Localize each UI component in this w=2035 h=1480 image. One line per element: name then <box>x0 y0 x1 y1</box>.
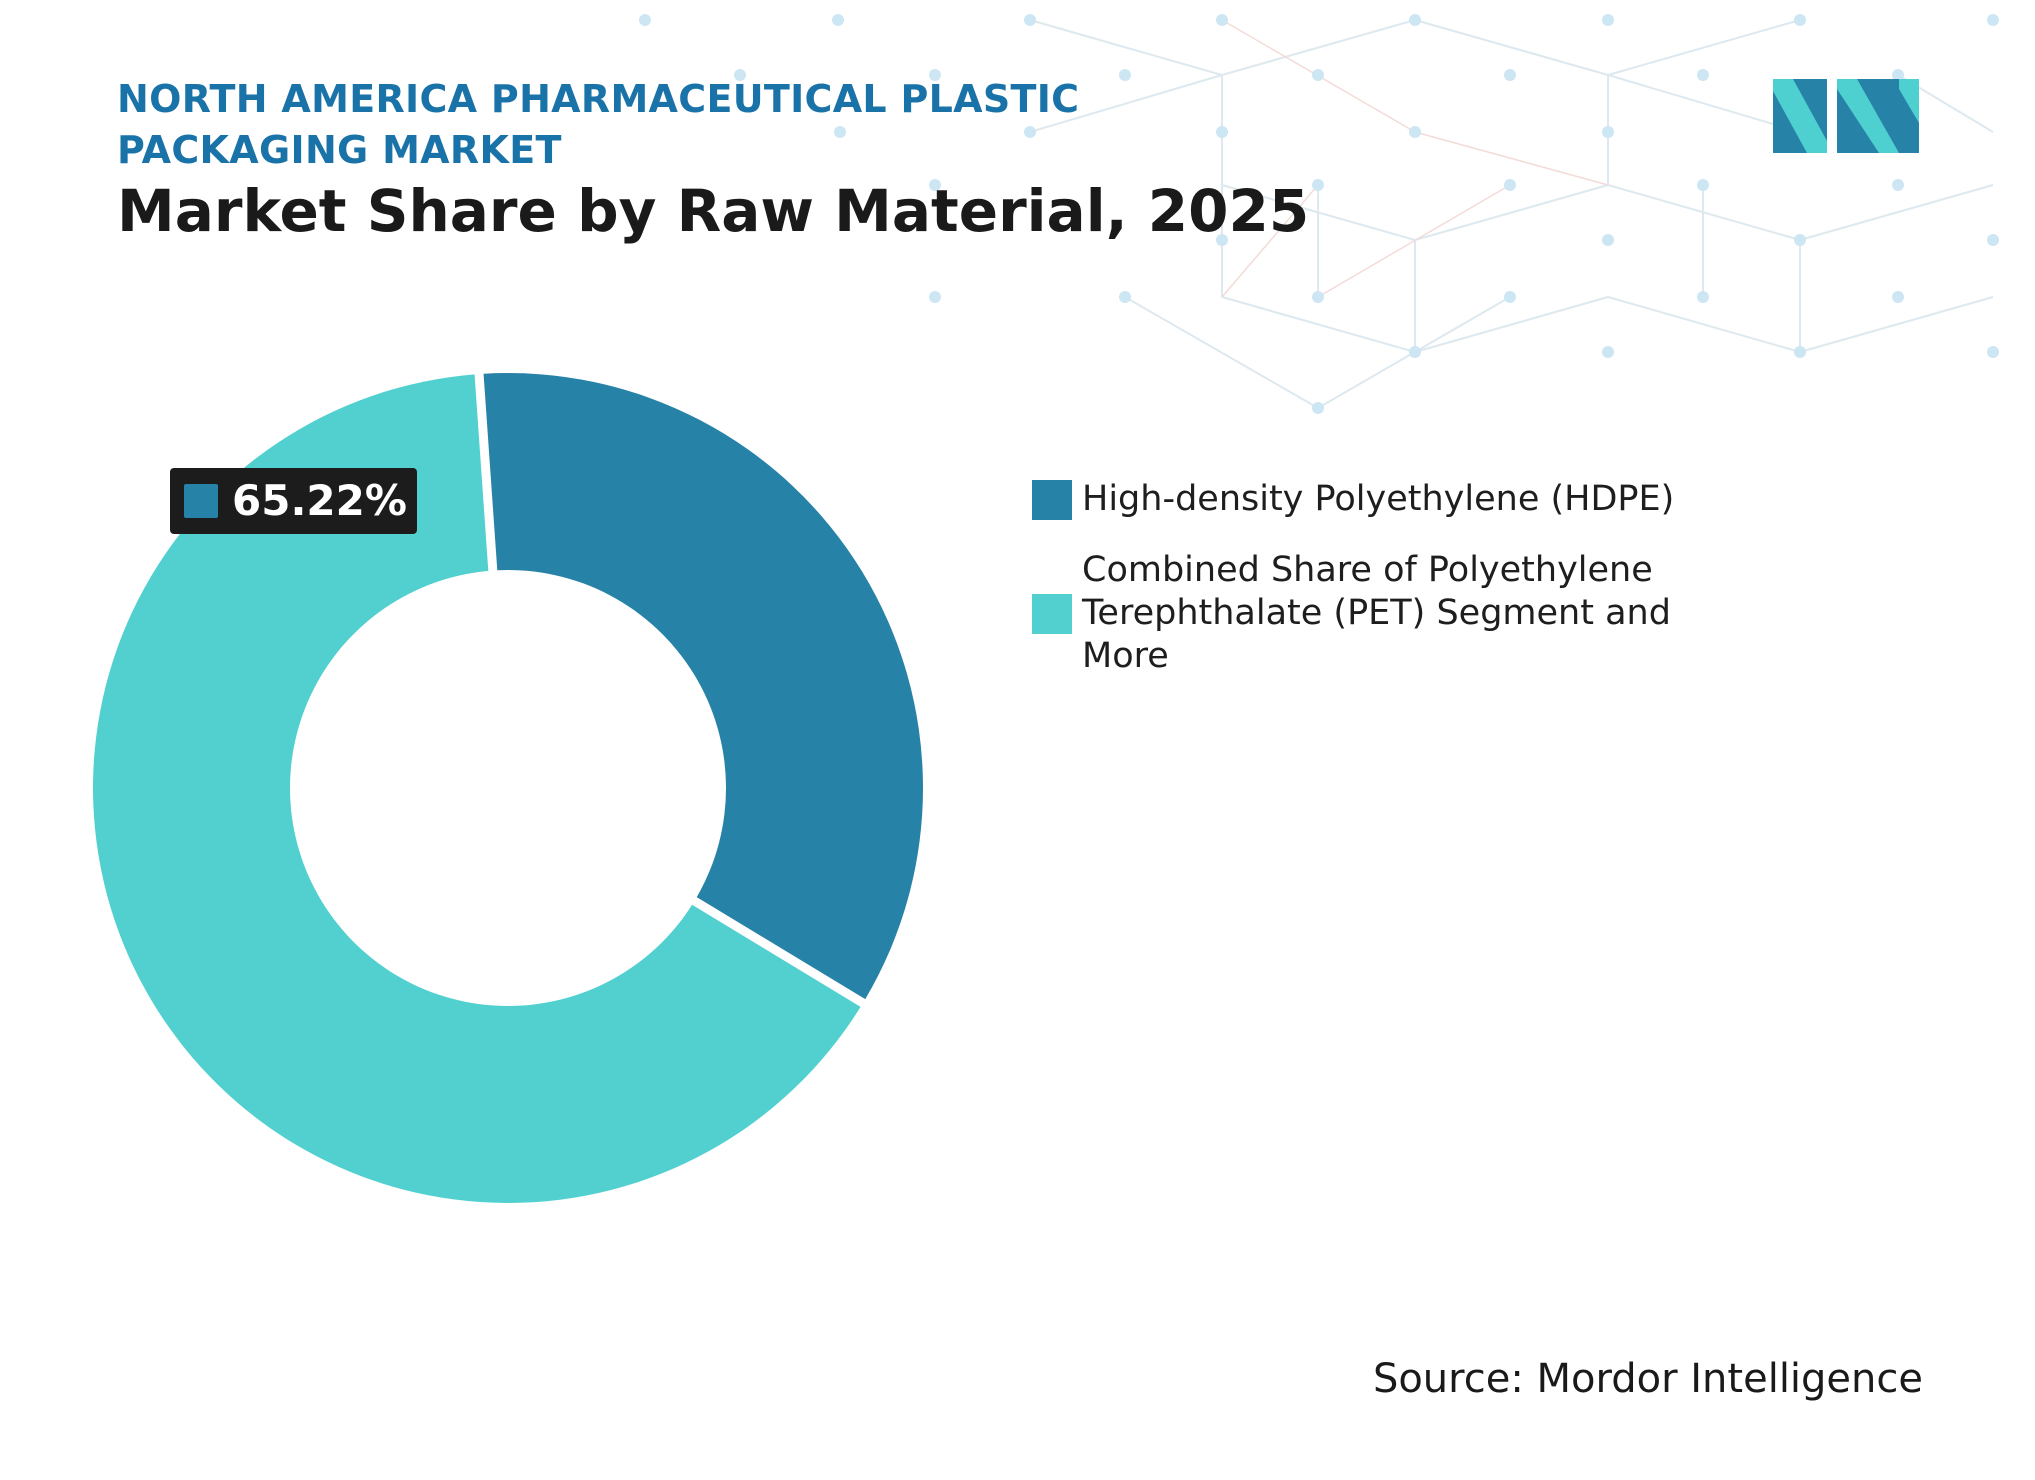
source-note: Source: Mordor Intelligence <box>1372 1356 1923 1402</box>
legend-item-hdpe: High-density Polyethylene (HDPE) <box>1032 478 1752 521</box>
donut-slice-other <box>93 374 861 1204</box>
background-pattern <box>639 14 1999 414</box>
donut-slice-hdpe <box>483 373 924 1000</box>
legend-item-other: Combined Share of Polyethylene Terephtha… <box>1032 549 1752 678</box>
chart-title: Market Share by Raw Material, 2025 <box>117 177 1310 245</box>
chart-subtitle: NORTH AMERICA PHARMACEUTICAL PLASTIC PAC… <box>117 77 1080 172</box>
data-label-value: 65.22% <box>232 476 407 525</box>
data-label-hdpe: 65.22% <box>170 468 417 534</box>
legend-swatch-hdpe <box>1032 479 1072 520</box>
legend-label-hdpe: High-density Polyethylene (HDPE) <box>1082 479 1675 519</box>
legend-label-other: Combined Share of Polyethylene Terephtha… <box>1082 550 1671 676</box>
data-label-swatch <box>184 484 218 518</box>
mordor-intelligence-logo-icon <box>1773 79 1919 153</box>
chart-legend: High-density Polyethylene (HDPE) Combine… <box>1032 478 1752 706</box>
legend-swatch-other <box>1032 593 1072 634</box>
